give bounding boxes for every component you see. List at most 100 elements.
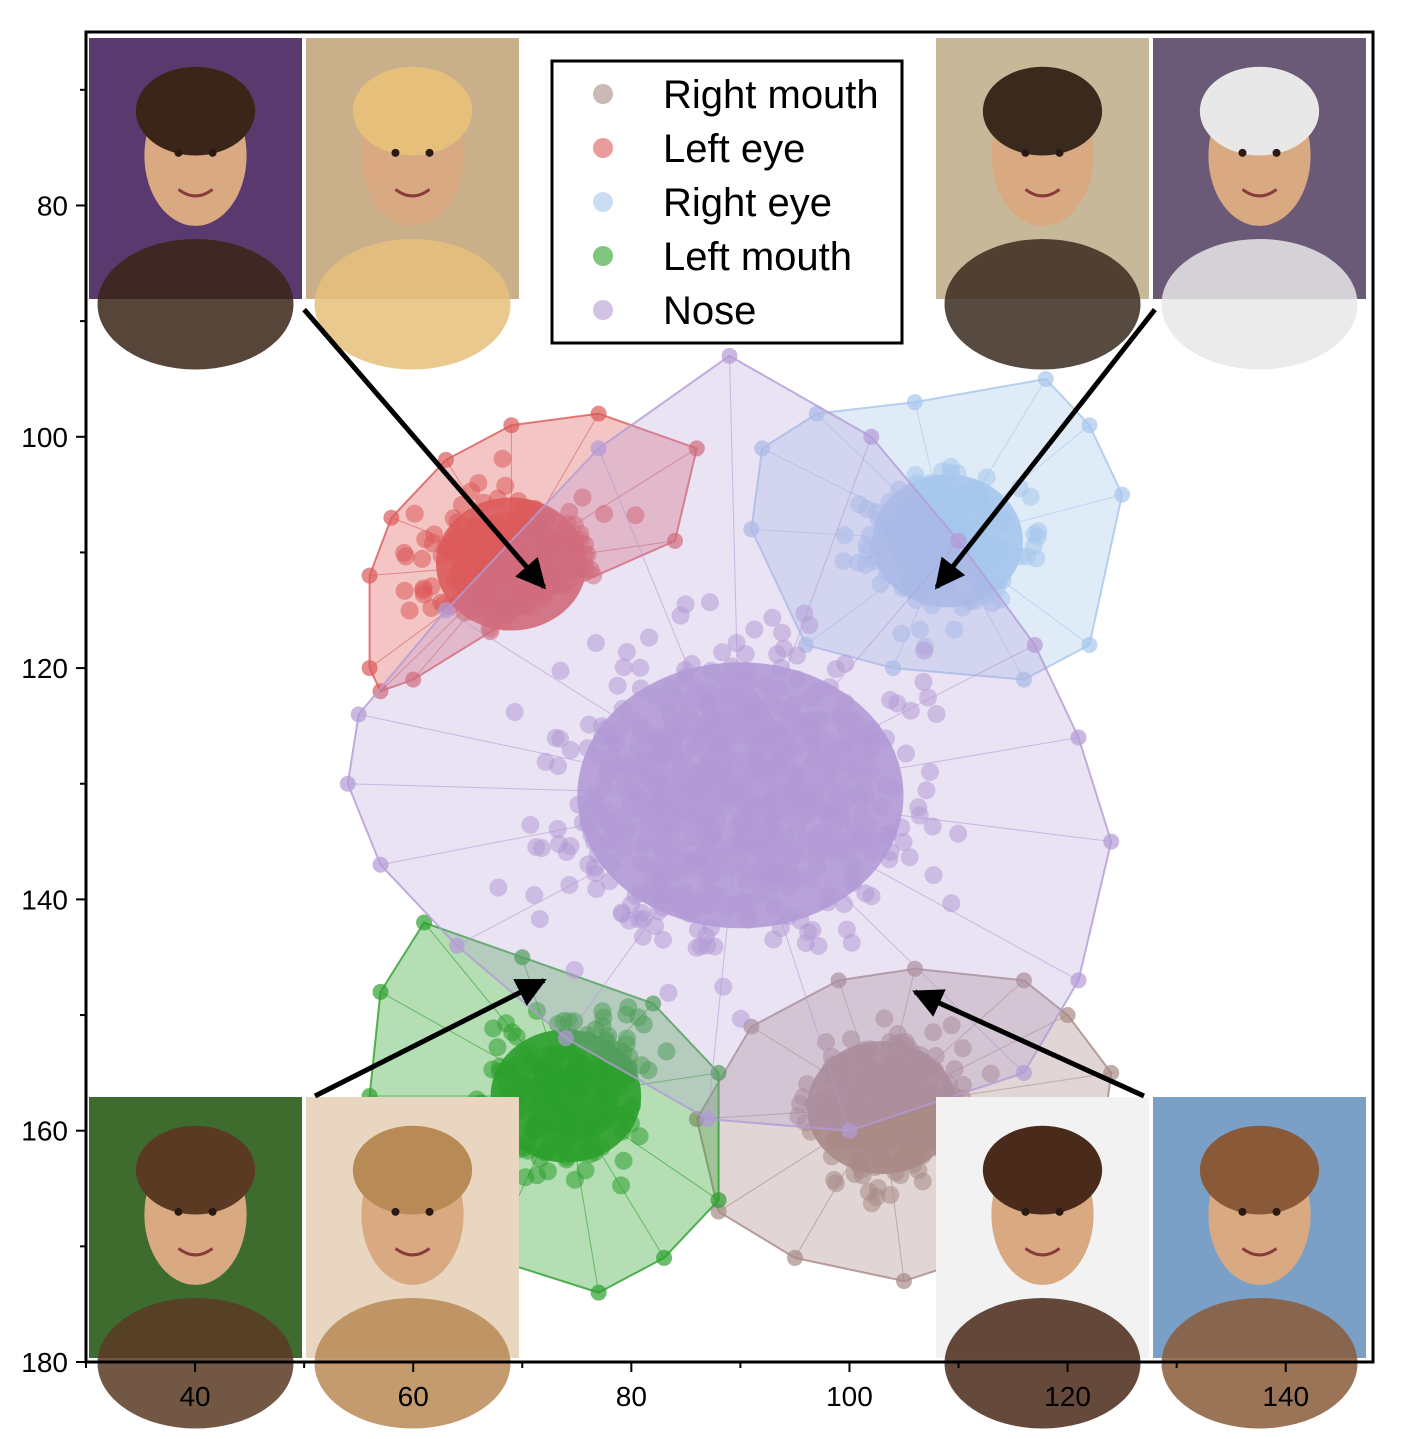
point-right-mouth: [953, 1039, 972, 1058]
point-right-mouth: [942, 1016, 961, 1035]
core-left-mouth: [490, 1029, 642, 1163]
point-nose: [489, 878, 508, 897]
point-right-eye: [1029, 522, 1048, 541]
point-nose: [949, 824, 968, 843]
point-right-eye: [743, 521, 760, 538]
point-right-eye: [892, 624, 911, 643]
point-right-eye: [1114, 486, 1131, 503]
point-nose: [617, 642, 636, 661]
point-right-mouth: [896, 1273, 913, 1290]
portrait-photo-bottom-right-1: [936, 1097, 1149, 1429]
point-nose: [565, 961, 584, 979]
point-left-mouth: [656, 1249, 673, 1266]
arrow-1: [302, 307, 547, 590]
point-right-eye: [1027, 549, 1046, 568]
point-nose: [697, 927, 716, 946]
point-nose: [773, 623, 791, 642]
cluster-nose: [339, 347, 1120, 1139]
x-tick-label: 40: [179, 1381, 210, 1412]
point-nose: [914, 672, 933, 691]
portrait-photo-top-left-1: [89, 38, 302, 370]
point-left-mouth: [617, 1005, 636, 1024]
y-tick-label: 140: [21, 884, 68, 915]
point-nose: [1015, 1064, 1032, 1081]
point-left-mouth: [614, 1151, 633, 1170]
point-nose: [350, 706, 367, 723]
point-right-eye: [1081, 417, 1098, 434]
point-nose: [587, 880, 606, 898]
point-left-mouth: [372, 983, 389, 1000]
point-left-mouth: [710, 1192, 727, 1209]
point-nose: [525, 886, 544, 905]
cluster-right-mouth: [688, 960, 1120, 1290]
point-right-mouth: [830, 972, 847, 989]
point-nose: [881, 691, 900, 709]
point-nose: [586, 634, 605, 652]
point-right-mouth: [913, 1172, 932, 1191]
point-left-eye: [361, 660, 378, 677]
point-left-eye: [400, 601, 419, 620]
legend-marker-left-mouth: [593, 246, 613, 266]
legend-label-left-eye: Left eye: [663, 127, 805, 171]
point-nose: [590, 440, 607, 457]
point-nose: [634, 910, 653, 928]
legend: Right mouth Left eye Right eye Left mouth No…: [550, 59, 904, 345]
point-right-mouth: [817, 1033, 835, 1051]
point-left-mouth: [612, 1176, 631, 1195]
point-nose: [921, 763, 939, 781]
point-nose: [731, 1009, 750, 1028]
point-nose: [521, 815, 540, 834]
point-right-mouth: [825, 1170, 844, 1189]
y-tick-label: 160: [21, 1116, 68, 1147]
point-nose: [915, 641, 934, 660]
x-tick-label: 100: [826, 1381, 873, 1412]
core-right-eye: [872, 474, 1023, 608]
point-right-mouth: [841, 1030, 860, 1049]
point-right-eye: [871, 574, 890, 593]
point-left-eye: [493, 449, 512, 468]
point-left-eye: [437, 451, 454, 468]
arrow-2: [934, 308, 1157, 590]
point-nose: [950, 532, 967, 549]
point-left-eye: [503, 417, 520, 434]
point-left-mouth: [514, 949, 531, 966]
point-left-mouth: [538, 1162, 557, 1181]
point-left-mouth: [497, 1014, 516, 1033]
point-nose: [714, 977, 733, 996]
point-left-eye: [383, 509, 400, 526]
point-nose: [919, 688, 937, 707]
point-nose: [727, 634, 746, 652]
legend-label-nose: Nose: [663, 289, 756, 333]
point-nose: [826, 660, 845, 679]
point-nose: [633, 927, 652, 946]
point-right-eye: [754, 440, 771, 457]
point-right-eye: [885, 660, 902, 677]
legend-label-right-eye: Right eye: [663, 181, 832, 225]
point-right-mouth: [924, 1023, 943, 1042]
point-nose: [437, 602, 454, 619]
point-nose: [699, 1111, 716, 1128]
point-right-eye: [945, 620, 964, 639]
legend-marker-left-eye: [593, 138, 613, 158]
point-nose: [837, 920, 856, 939]
point-right-eye: [1081, 636, 1098, 653]
point-nose: [530, 910, 549, 928]
point-nose: [897, 744, 915, 763]
point-nose: [527, 838, 546, 857]
point-left-eye: [595, 504, 614, 523]
point-left-eye: [361, 567, 378, 584]
point-left-mouth: [488, 1038, 507, 1057]
point-right-mouth: [867, 1188, 886, 1206]
point-right-mouth: [906, 960, 923, 977]
point-nose: [614, 658, 633, 677]
portrait-photo-top-left-2: [306, 38, 519, 370]
point-right-mouth: [875, 1009, 894, 1028]
point-nose: [809, 937, 828, 955]
point-nose: [923, 817, 942, 836]
point-right-eye: [834, 552, 853, 571]
x-tick-label: 80: [616, 1381, 647, 1412]
point-left-eye: [405, 671, 422, 688]
point-left-mouth: [710, 1064, 727, 1081]
point-left-mouth: [630, 1127, 649, 1146]
